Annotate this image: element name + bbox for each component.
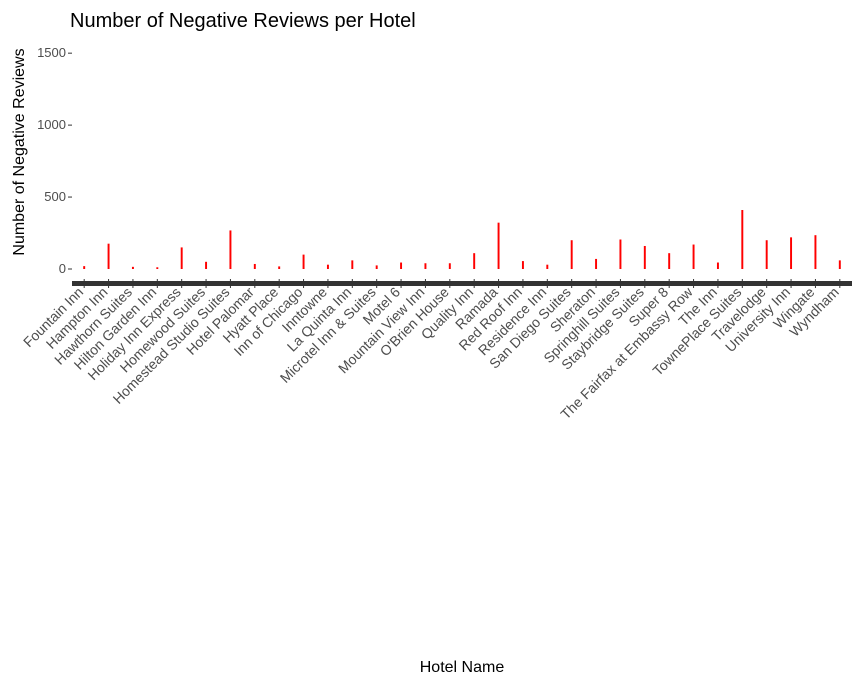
bar-16: [473, 253, 476, 269]
bar-0: [83, 266, 86, 269]
bar-3: [156, 267, 159, 269]
bar-1: [107, 243, 110, 269]
bar-5: [205, 261, 208, 269]
bar-17: [497, 222, 500, 269]
bars: [83, 210, 841, 269]
bar-22: [619, 239, 622, 269]
y-tick-label-2: 1000: [37, 117, 66, 132]
bar-20: [570, 240, 573, 269]
y-tick-label-0: 0: [59, 261, 66, 276]
x-tick-band: [72, 281, 852, 286]
bar-23: [643, 245, 646, 269]
bar-18: [521, 261, 524, 269]
y-axis-title: Number of Negative Reviews: [11, 48, 28, 255]
bar-26: [716, 262, 719, 269]
bar-13: [400, 262, 403, 269]
bar-11: [351, 260, 354, 269]
bar-27: [741, 210, 744, 269]
bar-9: [302, 254, 305, 269]
bar-12: [375, 265, 378, 269]
bar-14: [424, 263, 427, 269]
bar-4: [180, 247, 183, 269]
bar-19: [546, 264, 549, 269]
bar-8: [278, 266, 281, 269]
bar-7: [253, 263, 256, 269]
bar-10: [326, 264, 329, 269]
chart-title: Number of Negative Reviews per Hotel: [70, 10, 416, 32]
y-axis: 0 500 1000 1500: [37, 45, 72, 276]
bar-31: [838, 260, 841, 269]
bar-21: [595, 258, 598, 269]
bar-25: [692, 244, 695, 269]
bar-15: [448, 263, 451, 269]
bar-28: [765, 240, 768, 269]
y-tick-label-3: 1500: [37, 45, 66, 60]
x-axis-title: Hotel Name: [420, 659, 505, 676]
bar-24: [668, 253, 671, 269]
bar-6: [229, 230, 232, 269]
bar-30: [814, 235, 817, 269]
bar-2: [131, 266, 134, 269]
y-tick-label-1: 500: [44, 189, 66, 204]
bar-29: [790, 237, 793, 269]
